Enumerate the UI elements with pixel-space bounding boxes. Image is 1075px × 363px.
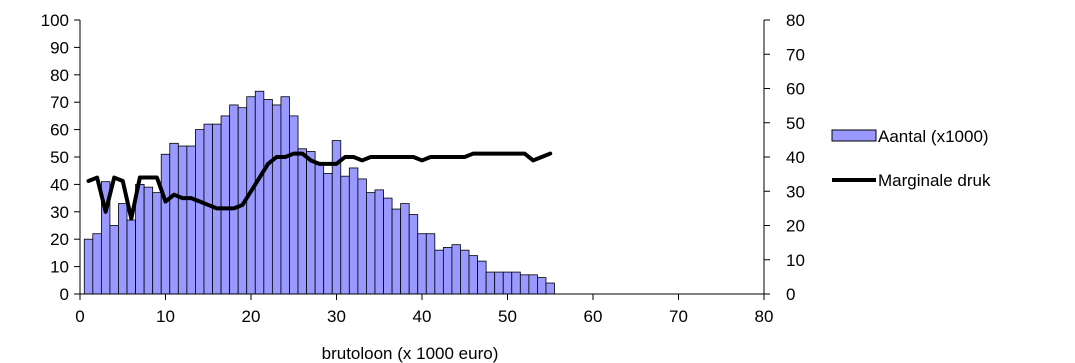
bar bbox=[280, 96, 290, 295]
y-tick-label-right: 30 bbox=[786, 182, 805, 201]
bar bbox=[460, 249, 470, 295]
bar bbox=[417, 233, 427, 295]
x-tick-label: 40 bbox=[413, 307, 432, 326]
bar bbox=[254, 90, 265, 295]
bar bbox=[391, 208, 402, 295]
bar bbox=[537, 277, 547, 295]
y-tick-label-left: 70 bbox=[50, 93, 69, 112]
bar bbox=[374, 189, 384, 295]
bar bbox=[502, 271, 513, 295]
x-tick-label: 10 bbox=[156, 307, 175, 326]
bar bbox=[314, 162, 325, 295]
bar bbox=[306, 151, 316, 295]
y-tick-label-left: 30 bbox=[50, 203, 69, 222]
x-tick-label: 50 bbox=[498, 307, 517, 326]
bar bbox=[152, 192, 162, 295]
y-tick-label-left: 20 bbox=[50, 230, 69, 249]
y-tick-label-right: 60 bbox=[786, 80, 805, 99]
x-axis-label: brutoloon (x 1000 euro) bbox=[322, 344, 499, 363]
bar bbox=[477, 260, 487, 295]
bar bbox=[511, 271, 521, 295]
y-tick-label-left: 100 bbox=[41, 11, 69, 30]
y-tick-label-left: 60 bbox=[50, 121, 69, 140]
bar bbox=[442, 247, 453, 295]
x-tick-label: 60 bbox=[584, 307, 603, 326]
bar bbox=[177, 145, 188, 295]
bar bbox=[297, 148, 307, 295]
y-tick-label-left: 40 bbox=[50, 175, 69, 194]
y-tick-label-right: 40 bbox=[786, 148, 805, 167]
bar bbox=[169, 142, 179, 295]
legend: Aantal (x1000) Marginale druk bbox=[831, 127, 991, 190]
y-tick-label-left: 80 bbox=[50, 66, 69, 85]
x-tick-label: 20 bbox=[242, 307, 261, 326]
y-tick-label-left: 0 bbox=[60, 285, 69, 304]
histogram-bars bbox=[83, 90, 555, 295]
y-tick-label-right: 20 bbox=[786, 217, 805, 236]
bar bbox=[348, 167, 359, 295]
y-tick-label-right: 80 bbox=[786, 11, 805, 30]
bar bbox=[271, 104, 282, 295]
legend-swatch-aantal bbox=[831, 129, 877, 142]
bar bbox=[229, 104, 239, 295]
series-line-marginale-druk bbox=[86, 151, 553, 221]
y-tick-label-right: 0 bbox=[786, 285, 795, 304]
bar bbox=[160, 153, 171, 295]
bar bbox=[109, 225, 119, 295]
bar bbox=[494, 271, 504, 295]
y-tick-label-left: 10 bbox=[50, 258, 69, 277]
x-tick-label: 0 bbox=[75, 307, 84, 326]
bar bbox=[485, 271, 496, 295]
legend-label-marginale-druk: Marginale druk bbox=[878, 171, 991, 190]
bar bbox=[519, 274, 530, 295]
bar bbox=[468, 255, 478, 295]
bar bbox=[528, 274, 538, 295]
bar bbox=[400, 203, 410, 295]
bar bbox=[289, 115, 299, 295]
bar bbox=[434, 249, 444, 295]
y-tick-label-left: 90 bbox=[50, 38, 69, 57]
bar bbox=[83, 238, 94, 295]
bar bbox=[203, 123, 213, 295]
bar bbox=[408, 214, 419, 295]
bar bbox=[425, 233, 436, 295]
bar bbox=[263, 99, 273, 295]
bar bbox=[383, 197, 393, 295]
y-tick-label-right: 70 bbox=[786, 45, 805, 64]
bar bbox=[126, 219, 136, 295]
bar bbox=[143, 186, 154, 295]
bar bbox=[195, 129, 205, 295]
x-tick-label: 30 bbox=[327, 307, 346, 326]
y-tick-label-right: 50 bbox=[786, 114, 805, 133]
x-tick-label: 80 bbox=[755, 307, 774, 326]
x-tick-label: 70 bbox=[669, 307, 688, 326]
bar bbox=[186, 145, 196, 295]
legend-label-aantal: Aantal (x1000) bbox=[878, 127, 989, 146]
bar bbox=[323, 173, 333, 295]
y-tick-label-left: 50 bbox=[50, 148, 69, 167]
bar bbox=[366, 192, 376, 295]
bar bbox=[357, 178, 367, 295]
bar bbox=[545, 282, 555, 295]
bar bbox=[340, 175, 350, 295]
bar bbox=[220, 115, 231, 295]
bar bbox=[92, 233, 102, 295]
y-tick-label-right: 10 bbox=[786, 251, 805, 270]
bar bbox=[118, 203, 128, 295]
bar bbox=[451, 244, 461, 295]
axis-ticks: 0 10 20 30 40 50 60 70 80 90 100 0 10 20 30 40 50 60 70 80 0… bbox=[41, 11, 805, 326]
